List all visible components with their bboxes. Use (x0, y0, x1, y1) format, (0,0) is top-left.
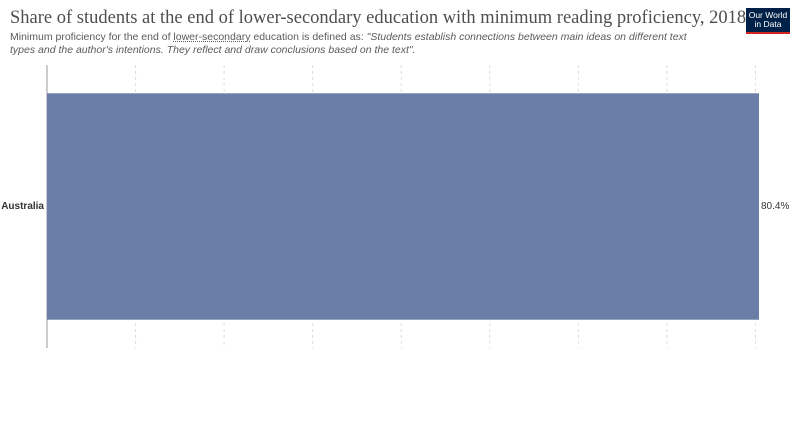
value-label: 80.4% (761, 201, 789, 212)
subtitle-quote: "Students establish connections between … (10, 31, 687, 56)
chart-subtitle: Minimum proficiency for the end of lower… (10, 31, 700, 57)
bar (47, 93, 759, 320)
logo-text: Our World (748, 10, 788, 20)
subtitle-text: education is defined as: (250, 31, 367, 43)
logo[interactable]: Our World in Data (746, 8, 790, 34)
subtitle-text: Minimum proficiency for the end of (10, 31, 174, 43)
y-tick-label: Australia (1, 201, 44, 212)
logo-text: in Data (754, 19, 782, 29)
subtitle-link[interactable]: lower-secondary (173, 31, 251, 43)
chart-title: Share of students at the end of lower-se… (10, 8, 747, 28)
